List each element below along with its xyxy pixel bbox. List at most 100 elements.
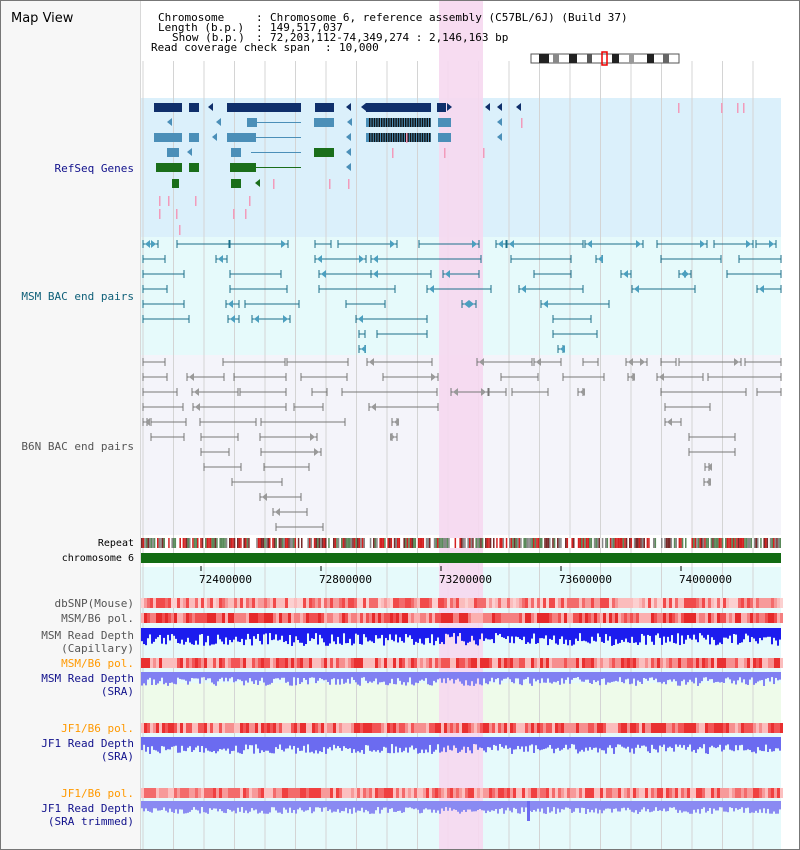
- density-cell: [243, 613, 246, 623]
- read-depth-bar: [179, 737, 181, 753]
- repeat-element: [369, 538, 372, 548]
- b6n-bac-label[interactable]: B6N BAC end pairs: [21, 440, 134, 453]
- msm-bac-label[interactable]: MSM BAC end pairs: [21, 290, 134, 303]
- density-cell: [348, 613, 351, 623]
- read-depth-bar: [577, 801, 579, 809]
- snp-tick: [176, 209, 178, 219]
- density-cell: [657, 788, 660, 798]
- strand-arrow: [187, 148, 192, 156]
- chromosome-label[interactable]: chromosome 6: [61, 553, 134, 564]
- read-depth-bar: [195, 672, 197, 679]
- density-cell: [564, 658, 567, 668]
- jf1-read-depth-sra-label[interactable]: JF1 Read Depth: [41, 737, 134, 750]
- repeat-element: [654, 538, 657, 548]
- density-cell: [267, 613, 270, 623]
- read-depth-bar: [307, 737, 309, 745]
- read-depth-bar: [231, 737, 233, 752]
- repeat-element: [389, 538, 391, 548]
- repeat-element: [365, 538, 367, 548]
- read-depth-bar: [551, 801, 553, 812]
- density-cell: [195, 723, 198, 733]
- snp-tick: [249, 196, 251, 206]
- density-cell: [546, 613, 549, 623]
- read-depth-bar: [527, 737, 529, 752]
- density-cell: [672, 613, 675, 623]
- repeat-element: [184, 538, 186, 548]
- read-depth-bar: [575, 801, 577, 809]
- density-cell: [204, 658, 207, 668]
- read-depth-bar: [391, 737, 393, 745]
- repeat-element: [637, 538, 639, 548]
- read-depth-bar: [653, 672, 655, 681]
- read-depth-bar: [519, 801, 521, 814]
- read-depth-bar: [665, 672, 667, 685]
- read-depth-bar: [661, 672, 663, 684]
- density-cell: [447, 613, 450, 623]
- jf1-b6-pol-label[interactable]: JF1/B6 pol.: [61, 722, 134, 735]
- read-depth-bar: [583, 801, 585, 808]
- density-cell: [240, 723, 243, 733]
- msm-b6-pol-sra-label[interactable]: MSM/B6 pol.: [61, 657, 134, 670]
- read-depth-bar: [625, 628, 627, 639]
- read-depth-bar: [531, 628, 533, 639]
- density-cell: [378, 598, 381, 608]
- density-cell: [573, 723, 576, 733]
- refseq-genes-label[interactable]: RefSeq Genes: [54, 162, 134, 175]
- read-depth-bar: [157, 737, 159, 752]
- read-depth-bar: [243, 628, 245, 646]
- read-depth-bar: [485, 628, 487, 639]
- repeat-element: [472, 538, 474, 548]
- read-depth-bar: [635, 801, 637, 811]
- density-cell: [465, 613, 468, 623]
- read-depth-bar: [585, 672, 587, 680]
- strand-arrow: [346, 103, 351, 111]
- read-depth-bar: [511, 801, 513, 813]
- repeat-element: [552, 538, 554, 548]
- read-depth-bar: [245, 672, 247, 681]
- msm-read-depth-sra-label[interactable]: MSM Read Depth: [41, 672, 134, 685]
- read-depth-bar: [681, 801, 683, 813]
- density-cell: [771, 658, 774, 668]
- density-cell: [297, 598, 300, 608]
- read-depth-bar: [715, 737, 717, 749]
- repeat-element: [280, 538, 282, 548]
- jf1-read-depth-trimmed-label[interactable]: JF1 Read Depth: [41, 802, 134, 815]
- read-depth-bar: [487, 801, 489, 811]
- density-cell: [726, 613, 729, 623]
- msm-read-depth-capillary-label[interactable]: MSM Read Depth: [41, 629, 134, 642]
- density-cell: [588, 788, 591, 798]
- repeat-element: [453, 538, 455, 548]
- repeat-element: [541, 538, 543, 548]
- density-cell: [540, 723, 543, 733]
- read-depth-bar: [381, 801, 383, 810]
- read-depth-bar: [661, 737, 663, 747]
- repeat-element: [387, 538, 389, 548]
- density-cell: [714, 788, 717, 798]
- density-cell: [426, 723, 429, 733]
- density-cell: [648, 613, 651, 623]
- read-depth-bar: [395, 801, 397, 812]
- read-depth-bar: [617, 801, 619, 812]
- dbsnp-label[interactable]: dbSNP(Mouse): [54, 597, 134, 610]
- density-cell: [780, 598, 783, 608]
- read-depth-bar: [725, 801, 727, 812]
- msm-b6-pol-label[interactable]: MSM/B6 pol.: [61, 612, 134, 625]
- repeat-element: [147, 538, 149, 548]
- density-cell: [261, 723, 264, 733]
- read-depth-bar: [589, 672, 591, 683]
- read-depth-bar: [435, 628, 437, 641]
- jf1-b6-pol-trimmed-label[interactable]: JF1/B6 pol.: [61, 787, 134, 800]
- density-cell: [141, 723, 144, 733]
- density-cell: [177, 598, 180, 608]
- read-depth-bar: [351, 737, 353, 753]
- repeat-label[interactable]: Repeat: [97, 538, 134, 549]
- read-depth-bar: [459, 672, 461, 682]
- density-cell: [282, 613, 285, 623]
- repeat-element: [366, 538, 369, 548]
- read-depth-bar: [181, 801, 183, 810]
- read-depth-bar: [755, 801, 757, 811]
- repeat-element: [312, 538, 314, 548]
- density-cell: [768, 788, 771, 798]
- density-cell: [360, 613, 363, 623]
